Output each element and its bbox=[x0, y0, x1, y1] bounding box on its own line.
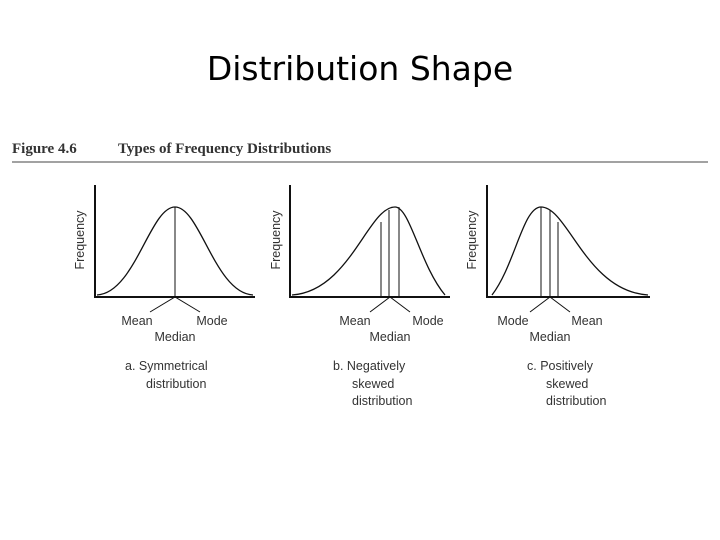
axes bbox=[94, 185, 255, 298]
slide-title: Distribution Shape bbox=[207, 49, 513, 88]
curve bbox=[491, 206, 649, 296]
y-label: Frequency bbox=[73, 210, 87, 270]
curve bbox=[291, 206, 446, 296]
y-label: Frequency bbox=[269, 210, 283, 270]
right-label: Mode bbox=[412, 314, 443, 328]
caption: distribution bbox=[546, 394, 606, 408]
bottom-label: Median bbox=[370, 330, 411, 344]
right-label: Mode bbox=[196, 314, 227, 328]
figure-number: Figure 4.6 bbox=[12, 141, 77, 157]
y-label: Frequency bbox=[465, 210, 479, 270]
panel-c: Frequency Mode Mean Median c. Positively… bbox=[465, 185, 650, 408]
caption: b. Negatively bbox=[333, 359, 406, 373]
pointers bbox=[369, 296, 411, 313]
bottom-label: Median bbox=[155, 330, 196, 344]
caption: skewed bbox=[352, 377, 394, 391]
axes bbox=[289, 185, 450, 298]
caption: a. Symmetrical bbox=[125, 359, 208, 373]
panel-a: Frequency Mean Mode Median a. Symmetrica… bbox=[73, 185, 255, 391]
caption: distribution bbox=[352, 394, 412, 408]
caption: distribution bbox=[146, 377, 206, 391]
bottom-label: Median bbox=[530, 330, 571, 344]
axes bbox=[486, 185, 650, 298]
caption: c. Positively bbox=[527, 359, 594, 373]
caption: skewed bbox=[546, 377, 588, 391]
left-label: Mean bbox=[339, 314, 370, 328]
left-label: Mean bbox=[121, 314, 152, 328]
right-label: Mean bbox=[571, 314, 602, 328]
pointers bbox=[529, 296, 571, 313]
figure-title: Types of Frequency Distributions bbox=[118, 141, 331, 157]
left-label: Mode bbox=[497, 314, 528, 328]
panel-b: Frequency Mean Mode Median b. Negatively… bbox=[269, 185, 450, 408]
pointers bbox=[149, 296, 201, 313]
